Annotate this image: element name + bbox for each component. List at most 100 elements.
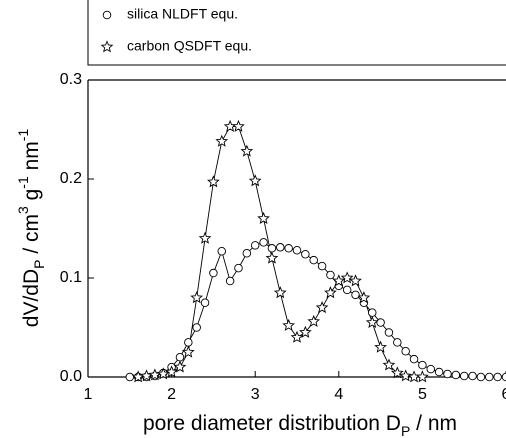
- marker: [198, 231, 212, 244]
- marker: [357, 291, 371, 304]
- marker: [299, 325, 312, 338]
- marker: [232, 119, 245, 132]
- y-axis-label-part: -1: [15, 129, 31, 142]
- legend-marker: [100, 40, 114, 53]
- marker: [223, 119, 237, 132]
- marker: [292, 246, 302, 255]
- y-axis-label-part: dV/dD: [20, 269, 43, 327]
- marker: [493, 372, 502, 382]
- marker: [125, 372, 135, 382]
- y-axis-label-part: -1: [15, 176, 31, 189]
- marker: [393, 338, 402, 347]
- marker: [315, 301, 329, 314]
- marker: [225, 276, 235, 286]
- x-tick-label: 1: [84, 386, 93, 403]
- marker: [367, 308, 377, 317]
- marker: [399, 369, 413, 382]
- marker: [324, 286, 337, 299]
- marker: [409, 354, 419, 364]
- marker: [476, 372, 486, 382]
- marker: [351, 290, 360, 300]
- plot-area: [125, 119, 506, 383]
- marker: [459, 371, 469, 381]
- marker: [207, 175, 220, 188]
- legend-label: silica NLDFT equ.: [127, 6, 238, 22]
- y-tick-label: 0.0: [60, 368, 82, 385]
- marker: [374, 340, 387, 353]
- x-tick-label: 2: [167, 386, 176, 403]
- y-axis-label-part: g: [20, 189, 43, 207]
- x-tick-label: 4: [334, 386, 343, 403]
- x-axis-label-part: pore diameter distribution D: [143, 412, 401, 435]
- marker: [273, 286, 287, 299]
- y-tick-label: 0.1: [60, 269, 82, 286]
- series-line: [138, 126, 423, 378]
- marker: [284, 244, 293, 253]
- marker: [307, 314, 321, 327]
- marker: [382, 358, 396, 371]
- marker: [468, 371, 477, 381]
- marker: [485, 372, 494, 382]
- marker: [200, 298, 210, 308]
- legend-marker: [102, 10, 112, 20]
- x-tick-label: 5: [418, 386, 427, 403]
- x-axis-label-part: P: [401, 423, 410, 438]
- marker: [384, 328, 394, 337]
- marker: [401, 347, 410, 356]
- y-tick-label: 0.3: [60, 71, 82, 88]
- y-axis-label-part: P: [31, 260, 47, 269]
- marker: [349, 274, 362, 287]
- y-axis-label-part: / cm: [20, 214, 43, 260]
- marker: [443, 369, 452, 379]
- marker: [407, 370, 421, 383]
- marker: [317, 261, 327, 271]
- marker: [181, 345, 195, 358]
- marker: [175, 352, 185, 362]
- y-axis-label: dV/dDP / cm3 g-1 nm-1: [15, 129, 47, 328]
- marker: [184, 338, 193, 347]
- marker: [434, 367, 444, 377]
- marker: [257, 211, 270, 225]
- x-tick-label: 6: [502, 386, 506, 403]
- marker: [309, 255, 318, 265]
- marker: [156, 367, 170, 380]
- y-tick-label: 0.2: [60, 170, 82, 187]
- marker: [190, 291, 204, 304]
- series-line: [129, 241, 506, 378]
- marker: [131, 370, 145, 383]
- legend-label: carbon QSDFT equ.: [127, 38, 252, 54]
- marker: [250, 241, 260, 250]
- marker: [209, 268, 218, 278]
- y-axis-label-part: nm: [20, 141, 43, 176]
- marker: [426, 364, 436, 374]
- marker: [217, 247, 227, 256]
- x-axis-label-part: / nm: [410, 412, 457, 435]
- marker: [276, 243, 285, 252]
- marker: [332, 274, 346, 287]
- marker: [265, 251, 279, 264]
- x-axis-label: pore diameter distribution DP / nm: [143, 412, 457, 438]
- marker: [240, 144, 254, 157]
- marker: [376, 318, 385, 327]
- marker: [242, 248, 252, 258]
- marker: [234, 263, 243, 273]
- marker: [365, 315, 379, 328]
- marker: [215, 134, 229, 147]
- marker: [267, 244, 277, 253]
- x-tick-label: 3: [251, 386, 260, 403]
- marker: [416, 370, 429, 383]
- marker: [342, 285, 352, 295]
- marker: [451, 370, 461, 380]
- marker: [165, 365, 178, 378]
- marker: [173, 360, 187, 373]
- marker: [192, 323, 201, 332]
- marker: [259, 238, 268, 247]
- marker: [301, 249, 310, 259]
- legend-box: [87, 0, 506, 66]
- marker: [390, 366, 404, 379]
- marker: [501, 372, 506, 382]
- marker: [282, 318, 295, 331]
- marker: [340, 271, 354, 284]
